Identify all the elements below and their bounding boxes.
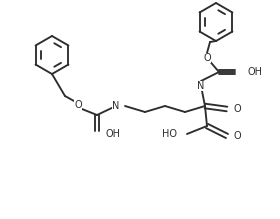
- Text: OH: OH: [106, 129, 121, 139]
- Text: O: O: [203, 53, 211, 63]
- Text: N: N: [112, 101, 120, 111]
- Text: O: O: [233, 104, 241, 114]
- Text: N: N: [197, 81, 205, 91]
- Text: O: O: [233, 131, 241, 141]
- Text: HO: HO: [162, 129, 177, 139]
- Text: O: O: [74, 100, 82, 110]
- Text: OH: OH: [247, 67, 262, 77]
